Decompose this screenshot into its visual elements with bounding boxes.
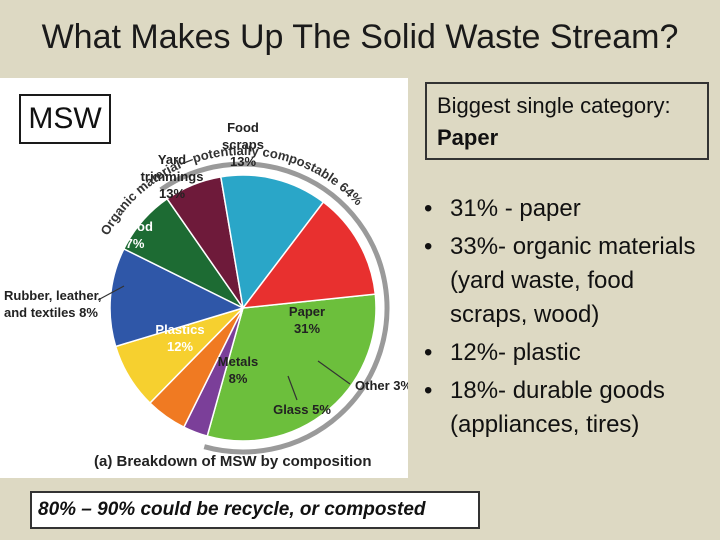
biggest-category-callout: Biggest single category: Paper <box>425 82 709 160</box>
slice-label: Wood 7% <box>117 219 153 251</box>
leader-line-glass <box>287 375 298 401</box>
slice-label: Food scraps 13% <box>222 120 264 169</box>
slice-label: Paper 31% <box>289 304 325 336</box>
callout-heading: Biggest single category: <box>437 93 671 118</box>
slice-label: Yard trimmings 13% <box>141 152 204 201</box>
leader-line-other <box>317 360 351 385</box>
chart-caption: (a) Breakdown of MSW by composition <box>94 453 372 470</box>
stats-bullet-list: 31% - paper 33%- organic materials (yard… <box>420 192 716 446</box>
bullet-item: 33%- organic materials (yard waste, food… <box>420 230 716 332</box>
slice-label: Rubber, leather, and textiles 8% <box>4 288 102 320</box>
pie-slice-food-scraps <box>241 201 377 309</box>
compostable-arc <box>159 161 390 455</box>
recycle-note: 80% – 90% could be recycle, or composted <box>30 491 480 529</box>
slice-label: Plastics 12% <box>155 322 204 354</box>
slice-label: Other 3% <box>355 378 408 393</box>
pie-chart: Paper 31% Other 3% Glass 5% Metals 8% Plastics… <box>4 120 408 470</box>
pie-slice-yard-trimmings <box>219 174 325 310</box>
pie-chart-panel: Paper 31% Other 3% Glass 5% Metals 8% Plastics… <box>0 78 408 478</box>
msw-label: MSW <box>19 94 111 144</box>
pie-labels: Paper 31% Other 3% Glass 5% Metals 8% Plastics… <box>4 120 408 417</box>
leader-line-rubber <box>97 285 125 301</box>
callout-value: Paper <box>437 125 499 150</box>
bullet-item: 12%- plastic <box>420 336 716 370</box>
bullet-item: 18%- durable goods (appliances, tires) <box>420 374 716 442</box>
bullet-item: 31% - paper <box>420 192 716 226</box>
pie-slice-plastics <box>109 247 246 348</box>
pie-slice-paper <box>206 293 377 442</box>
slice-label: Metals 8% <box>218 354 258 386</box>
pie-slices <box>109 174 377 442</box>
slice-label: Glass 5% <box>273 402 331 417</box>
slide-title: What Makes Up The Solid Waste Stream? <box>41 18 679 56</box>
